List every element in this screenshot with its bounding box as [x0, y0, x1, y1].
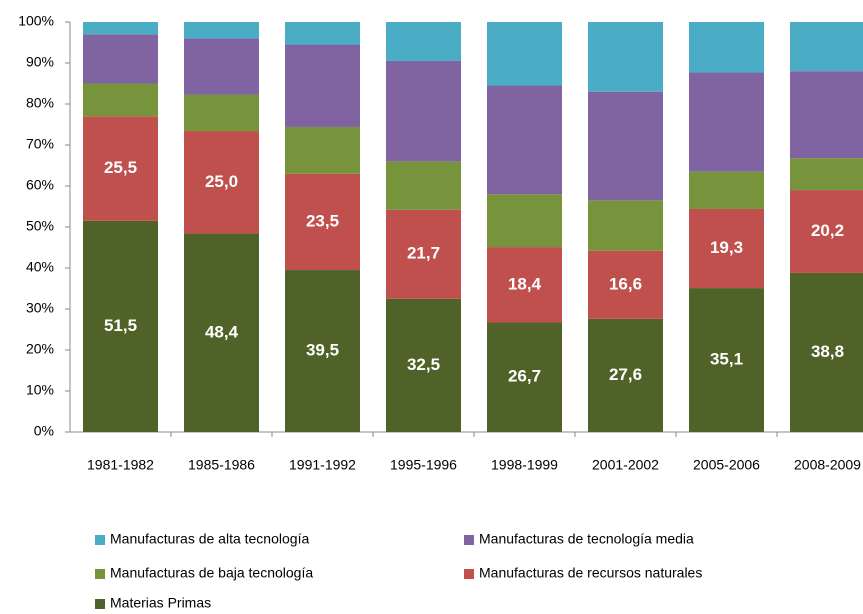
bar-segment [588, 22, 663, 92]
bar-segment [83, 83, 158, 117]
y-tick-label: 0% [34, 423, 54, 439]
legend-swatch [95, 535, 105, 545]
bar-segment [285, 22, 360, 45]
data-label: 26,7 [508, 367, 541, 386]
y-tick-label: 60% [26, 177, 54, 193]
y-tick-label: 30% [26, 300, 54, 316]
legend-swatch [95, 569, 105, 579]
bar-segment [790, 272, 863, 432]
bar-segment [184, 22, 259, 39]
bar-segment [184, 233, 259, 432]
bar-segment [588, 200, 663, 251]
y-tick-label: 10% [26, 382, 54, 398]
y-tick-label: 70% [26, 136, 54, 152]
bar-segment [285, 44, 360, 127]
y-tick-label: 20% [26, 341, 54, 357]
bar-segment [689, 22, 764, 73]
data-label: 48,4 [205, 322, 239, 341]
bar-segment [83, 116, 158, 221]
data-label: 32,5 [407, 355, 440, 374]
x-tick-label: 2001-2002 [592, 457, 659, 473]
bar-segment [184, 38, 259, 95]
bar-segment [790, 158, 863, 191]
x-tick-label: 1998-1999 [491, 457, 558, 473]
x-tick-label: 1991-1992 [289, 457, 356, 473]
bar-segment [689, 72, 764, 172]
bar-segment [285, 173, 360, 271]
x-tick-label: 1981-1982 [87, 457, 154, 473]
y-tick-label: 90% [26, 54, 54, 70]
legend-label: Manufacturas de alta tecnología [110, 531, 309, 547]
y-tick-label: 100% [18, 13, 54, 29]
bar-segment [184, 94, 259, 132]
x-tick-label: 1995-1996 [390, 457, 457, 473]
bar-segment [487, 322, 562, 432]
bar-segment [285, 270, 360, 432]
bar-segment [487, 247, 562, 323]
bar-segment [790, 190, 863, 273]
data-label: 19,3 [710, 238, 743, 257]
bar-segment [285, 126, 360, 174]
bar-segment [386, 209, 461, 299]
bar-segment [790, 71, 863, 159]
bar-segment [386, 22, 461, 61]
data-label: 20,2 [811, 221, 844, 240]
data-label: 51,5 [104, 316, 137, 335]
data-label: 23,5 [306, 211, 339, 230]
legend-swatch [464, 535, 474, 545]
bar-segment [689, 171, 764, 209]
bar-segment [588, 318, 663, 432]
data-label: 38,8 [811, 342, 844, 361]
y-tick-label: 80% [26, 95, 54, 111]
bar-segment [588, 250, 663, 319]
legend-label: Manufacturas de tecnología media [479, 531, 694, 547]
x-tick-label: 2005-2006 [693, 457, 760, 473]
bar-segment [184, 131, 259, 234]
data-label: 35,1 [710, 350, 743, 369]
y-tick-label: 50% [26, 218, 54, 234]
legend-swatch [464, 569, 474, 579]
bar-segment [487, 85, 562, 195]
data-label: 18,4 [508, 274, 542, 293]
bar-segment [83, 22, 158, 35]
bar-segment [689, 208, 764, 289]
x-tick-label: 2008-2009 [794, 457, 861, 473]
bar-segment [689, 288, 764, 432]
data-label: 27,6 [609, 365, 642, 384]
bar-segment [790, 22, 863, 72]
bar-segment [386, 161, 461, 210]
bar-segment [588, 91, 663, 201]
data-label: 25,0 [205, 172, 238, 191]
x-tick-label: 1985-1986 [188, 457, 255, 473]
legend-label: Manufacturas de recursos naturales [479, 565, 702, 581]
bar-segment [386, 298, 461, 432]
data-label: 21,7 [407, 244, 440, 263]
bar-segment [83, 220, 158, 432]
bar-segment [386, 60, 461, 162]
bar-segment [487, 194, 562, 248]
y-tick-label: 40% [26, 259, 54, 275]
legend-label: Manufacturas de baja tecnología [110, 565, 313, 581]
legend-label: Materias Primas [110, 595, 211, 611]
data-label: 16,6 [609, 274, 642, 293]
bar-segment [83, 34, 158, 84]
bar-segment [487, 22, 562, 86]
data-label: 39,5 [306, 341, 339, 360]
legend-swatch [95, 599, 105, 609]
data-label: 25,5 [104, 158, 137, 177]
